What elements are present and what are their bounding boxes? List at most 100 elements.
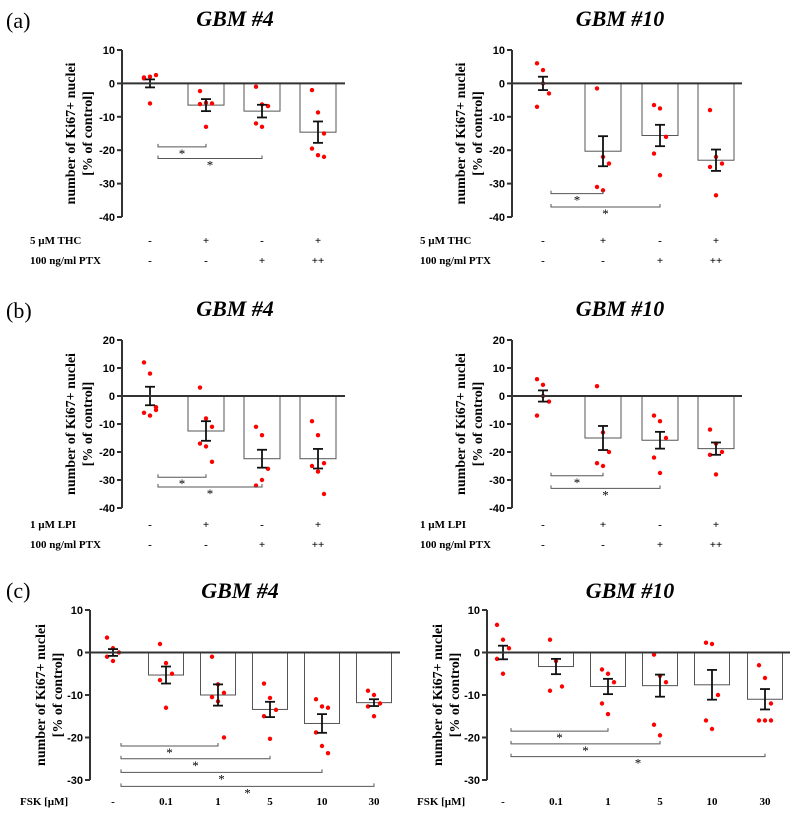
data-point bbox=[768, 701, 774, 706]
panel-label: (a) bbox=[6, 8, 30, 33]
data-point bbox=[209, 694, 215, 700]
data-point bbox=[657, 173, 663, 178]
data-point bbox=[147, 413, 153, 418]
data-point bbox=[169, 671, 175, 676]
significance-label: * bbox=[192, 758, 199, 773]
condition-label: 1 µM LPI bbox=[420, 519, 466, 531]
condition-value: + bbox=[713, 519, 719, 531]
significance-bracket bbox=[157, 143, 207, 148]
condition-value: - bbox=[601, 255, 605, 267]
y-axis-label: number of Ki67+ nuclei bbox=[454, 353, 469, 495]
data-point bbox=[719, 161, 725, 166]
data-point bbox=[325, 751, 331, 756]
y-tick-label: 10 bbox=[103, 45, 115, 57]
y-tick-label: -20 bbox=[99, 145, 115, 157]
data-point bbox=[197, 101, 203, 107]
condition-value: + bbox=[259, 539, 265, 551]
significance-bracket bbox=[157, 484, 263, 488]
y-axis-label: number of Ki67+ nuclei bbox=[64, 353, 79, 495]
data-point bbox=[197, 441, 203, 446]
condition-value: 0.1 bbox=[549, 796, 563, 808]
data-point bbox=[546, 91, 552, 96]
significance-bracket bbox=[120, 755, 271, 760]
data-point bbox=[221, 690, 227, 696]
data-point bbox=[594, 461, 600, 466]
significance-bracket bbox=[550, 190, 604, 195]
condition-value: + bbox=[657, 255, 663, 267]
data-point bbox=[707, 164, 713, 170]
bar bbox=[642, 652, 678, 687]
y-tick-label: -20 bbox=[464, 733, 480, 745]
condition-value: ++ bbox=[710, 539, 723, 551]
y-tick-label: -10 bbox=[489, 419, 505, 431]
condition-value: + bbox=[657, 539, 663, 551]
data-point bbox=[153, 72, 159, 78]
data-point bbox=[273, 707, 279, 713]
chart-panel: (a) GBM #4 number of Ki67+ nuclei [% of con… bbox=[6, 6, 345, 267]
data-point bbox=[651, 102, 657, 108]
condition-value: - bbox=[541, 255, 545, 267]
condition-value: - bbox=[260, 519, 264, 531]
data-point bbox=[153, 407, 159, 413]
y-tick-label: 20 bbox=[493, 335, 505, 347]
data-point bbox=[762, 718, 768, 723]
y-tick-label: -10 bbox=[67, 690, 83, 702]
data-point bbox=[319, 743, 325, 749]
significance-label: * bbox=[218, 771, 225, 786]
condition-value: + bbox=[203, 519, 209, 531]
data-point bbox=[709, 726, 715, 732]
data-point bbox=[651, 722, 657, 727]
significance-label: * bbox=[166, 745, 173, 760]
data-point bbox=[321, 491, 327, 497]
significance-bracket bbox=[510, 753, 766, 758]
significance-label: * bbox=[207, 486, 214, 501]
condition-value: 30 bbox=[369, 796, 381, 808]
significance-bracket bbox=[550, 203, 661, 208]
data-point bbox=[209, 654, 215, 659]
condition-label: 100 ng/ml PTX bbox=[30, 539, 101, 551]
data-point bbox=[605, 671, 611, 676]
bar bbox=[641, 395, 679, 441]
panel-label: (b) bbox=[6, 298, 32, 323]
y-tick-label: 0 bbox=[77, 648, 83, 660]
data-point bbox=[163, 660, 169, 666]
data-point bbox=[157, 641, 163, 647]
condition-value: + bbox=[315, 235, 321, 247]
data-point bbox=[141, 360, 147, 365]
condition-value: - bbox=[148, 539, 152, 551]
y-axis-label: [% of control] bbox=[81, 91, 96, 176]
data-point bbox=[209, 459, 215, 464]
condition-value: - bbox=[111, 796, 115, 808]
y-axis-label: number of Ki67+ nuclei bbox=[64, 62, 79, 204]
data-point bbox=[719, 449, 725, 455]
significance-bracket bbox=[550, 485, 661, 489]
data-point bbox=[221, 735, 227, 740]
data-point bbox=[599, 667, 605, 672]
panel-label: (c) bbox=[6, 578, 30, 603]
significance-label: * bbox=[179, 146, 186, 161]
data-point bbox=[315, 433, 321, 438]
data-point bbox=[500, 637, 506, 642]
data-point bbox=[259, 124, 265, 130]
data-point bbox=[259, 433, 265, 438]
data-point bbox=[534, 413, 540, 418]
condition-value: - bbox=[658, 235, 662, 247]
data-point bbox=[261, 681, 267, 686]
data-point bbox=[203, 444, 209, 449]
data-point bbox=[147, 74, 153, 79]
y-tick-label: -10 bbox=[489, 112, 505, 124]
data-point bbox=[309, 419, 315, 424]
y-tick-label: 0 bbox=[109, 391, 115, 403]
condition-value: - bbox=[658, 519, 662, 531]
data-point bbox=[267, 736, 273, 741]
data-point bbox=[547, 688, 553, 693]
significance-label: * bbox=[582, 743, 589, 758]
data-point bbox=[500, 671, 506, 676]
data-point bbox=[163, 705, 169, 710]
data-point bbox=[319, 704, 325, 709]
y-tick-label: 20 bbox=[103, 335, 115, 347]
y-tick-label: 10 bbox=[103, 363, 115, 375]
chart-panel: GBM #10 number of Ki67+ nuclei [% of contr… bbox=[420, 6, 742, 267]
y-tick-label: -10 bbox=[99, 112, 115, 124]
